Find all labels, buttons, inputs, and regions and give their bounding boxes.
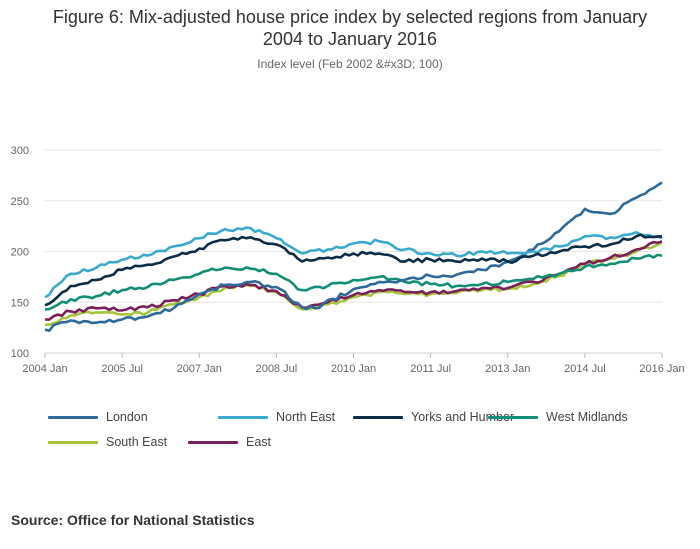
legend-item-south-east[interactable]: South East: [48, 432, 167, 452]
series-line-london: [44, 181, 663, 332]
series-line-north-east: [44, 226, 663, 299]
x-axis: 2004 Jan 2005 Jul 2007 Jan 2008 Jul 2010 Jan…: [22, 353, 685, 375]
source-note: Source: Office for National Statistics: [11, 512, 255, 528]
legend-label: West Midlands: [546, 410, 628, 424]
legend-label: East: [246, 435, 272, 449]
y-tick-label: 250: [11, 196, 29, 208]
chart-subtitle: Index level (Feb 2002 &#x3D; 100): [257, 57, 443, 71]
x-tick-label: 2010 Jan: [331, 363, 376, 375]
x-tick-label: 2005 Jul: [101, 363, 143, 375]
y-axis: 100 150 200 250 300: [11, 145, 29, 360]
x-tick-label: 2016 Jan: [639, 363, 684, 375]
y-tick-label: 150: [11, 297, 29, 309]
legend-swatch: [488, 415, 538, 419]
legend-swatch: [353, 415, 403, 419]
series-line-west-midlands: [44, 253, 663, 311]
legend-swatch: [48, 440, 98, 444]
series-line-yorks-and-humber: [44, 233, 663, 307]
legend-label: South East: [106, 435, 168, 449]
grid-lines: [45, 149, 662, 354]
x-tick-label: 2014 Jul: [564, 363, 606, 375]
x-tick-label: 2011 Jul: [410, 363, 451, 375]
legend-item-east[interactable]: East: [188, 432, 271, 452]
legend-swatch: [48, 415, 98, 419]
x-tick-label: 2013 Jan: [485, 363, 530, 375]
x-tick-label: 2007 Jan: [177, 363, 222, 375]
legend-label: Yorks and Humber: [411, 410, 515, 424]
y-tick-label: 300: [11, 145, 29, 157]
x-tick-label: 2008 Jul: [256, 363, 298, 375]
x-tick-label: 2004 Jan: [22, 363, 67, 375]
y-tick-label: 100: [11, 348, 29, 360]
legend-item-yorks-and-humber[interactable]: Yorks and Humber: [353, 407, 514, 427]
series-lines: [44, 181, 663, 332]
chart-title-line-2: 2004 to January 2016: [262, 29, 438, 49]
chart-title-line-1: Figure 6: Mix-adjusted house price index…: [52, 7, 648, 27]
series-line-south-east: [44, 241, 663, 327]
legend-item-west-midlands[interactable]: West Midlands: [488, 407, 628, 427]
legend-item-north-east[interactable]: North East: [218, 407, 335, 427]
chart-title: Figure 6: Mix-adjusted house price index…: [0, 6, 700, 50]
legend-item-london[interactable]: London: [48, 407, 148, 427]
y-tick-label: 200: [11, 247, 29, 259]
legend-label: North East: [276, 410, 336, 424]
legend-swatch: [218, 415, 268, 419]
legend-label: London: [106, 410, 148, 424]
legend-swatch: [188, 440, 238, 444]
